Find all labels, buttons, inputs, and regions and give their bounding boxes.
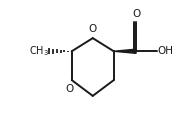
Polygon shape: [114, 49, 136, 53]
Text: OH: OH: [158, 46, 174, 56]
Text: CH$_3$: CH$_3$: [29, 44, 49, 58]
Text: O: O: [89, 25, 97, 34]
Text: O: O: [132, 10, 141, 20]
Text: O: O: [66, 84, 74, 94]
